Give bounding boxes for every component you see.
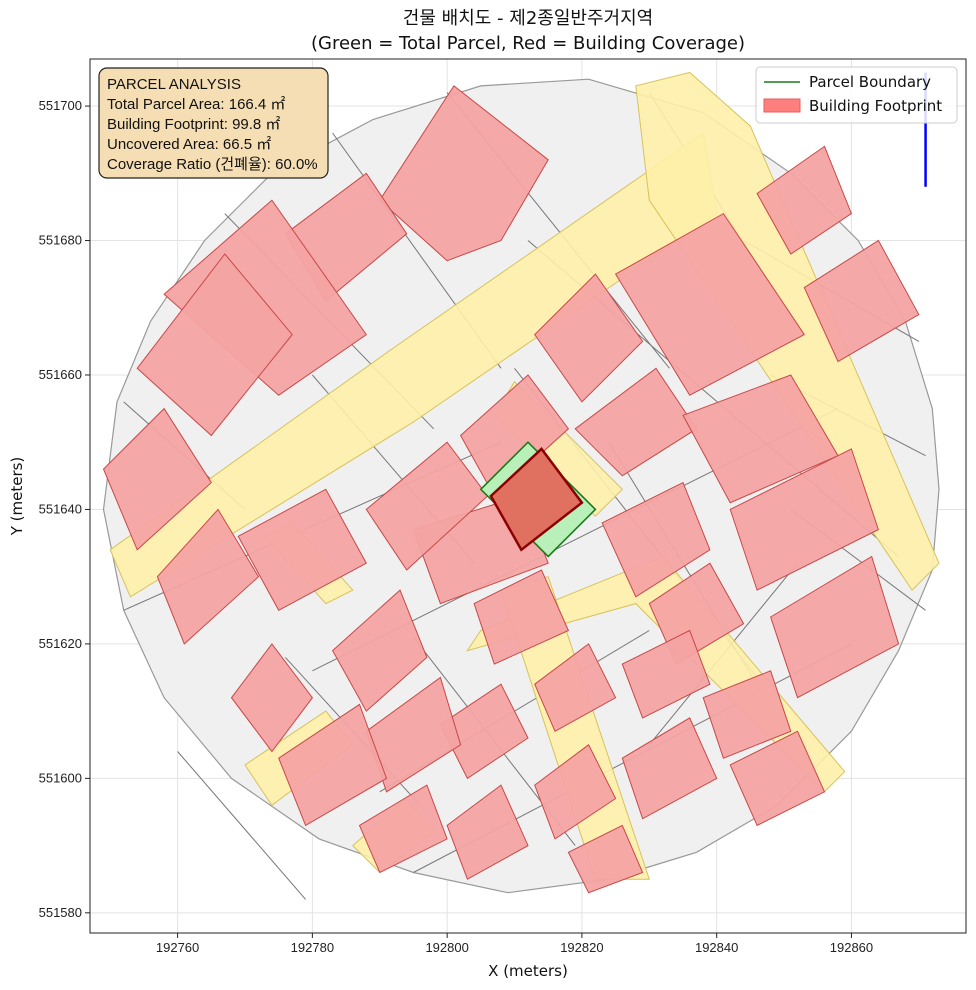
building-footprint xyxy=(230,643,314,753)
info-line-footprint: Building Footprint: 99.8 ㎡ xyxy=(107,116,280,133)
building-footprint xyxy=(358,784,448,874)
plot-area: 192760 192780 192800 192820 192840 192860 551… xyxy=(39,58,967,955)
building-footprint xyxy=(534,744,617,840)
building-footprint xyxy=(729,730,826,827)
x-axis: 192760 192780 192800 192820 192840 192860 xyxy=(156,933,873,955)
info-line-total-area: Total Parcel Area: 166.4 ㎡ xyxy=(107,96,285,113)
y-tick-label: 551600 xyxy=(39,770,82,785)
parcel-line xyxy=(177,751,306,900)
x-tick-label: 192800 xyxy=(425,940,468,955)
info-box-title: PARCEL ANALYSIS xyxy=(107,76,241,93)
map-layer xyxy=(102,71,940,900)
chart-title-line2: (Green = Total Parcel, Red = Building Co… xyxy=(311,33,745,54)
building-footprint xyxy=(156,508,260,645)
x-axis-label: X (meters) xyxy=(488,962,568,980)
x-tick-label: 192860 xyxy=(830,940,873,955)
legend-building-swatch xyxy=(763,98,801,113)
y-tick-label: 551700 xyxy=(39,98,82,113)
legend-parcel-label: Parcel Boundary xyxy=(809,73,931,91)
legend: Parcel Boundary Building Footprint xyxy=(755,66,958,124)
building-footprint xyxy=(729,448,880,591)
building-footprint xyxy=(803,239,920,363)
info-line-uncovered: Uncovered Area: 66.5 ㎡ xyxy=(107,136,271,153)
building-footprint xyxy=(534,643,617,733)
building-footprint xyxy=(136,253,293,437)
info-box: PARCEL ANALYSIS Total Parcel Area: 166.4… xyxy=(98,67,329,179)
y-axis: 551580 551600 551620 551640 551660 551680 5517… xyxy=(39,98,90,920)
building-footprint xyxy=(102,407,212,551)
building-footprint xyxy=(331,589,428,712)
plot-frame xyxy=(89,58,967,934)
target-building xyxy=(489,447,584,552)
building-footprint xyxy=(473,569,570,665)
building-footprint xyxy=(237,488,367,611)
legend-building-label: Building Footprint xyxy=(809,97,942,115)
building-footprint xyxy=(379,85,549,262)
x-tick-label: 192780 xyxy=(291,940,334,955)
building-footprint xyxy=(702,670,792,759)
x-tick-label: 192820 xyxy=(560,940,603,955)
building-footprint xyxy=(446,784,529,880)
y-tick-label: 551680 xyxy=(39,233,82,248)
info-box-background xyxy=(98,67,329,179)
info-line-coverage: Coverage Ratio (건폐율): 60.0% xyxy=(107,156,318,173)
x-tick-label: 192760 xyxy=(156,940,199,955)
y-axis-label: Y (meters) xyxy=(8,457,26,537)
building-footprint xyxy=(756,145,853,255)
y-tick-label: 551660 xyxy=(39,367,82,382)
building-footprint xyxy=(567,824,644,894)
legend-frame xyxy=(755,66,958,124)
building-footprint xyxy=(621,717,718,820)
y-tick-label: 551580 xyxy=(39,905,82,920)
building-footprint xyxy=(614,212,806,396)
y-tick-label: 551640 xyxy=(39,501,82,516)
y-tick-label: 551620 xyxy=(39,636,82,651)
building-footprint xyxy=(278,703,388,827)
building-footprint xyxy=(601,481,711,598)
chart-title-line1: 건물 배치도 - 제2종일반주거지역 xyxy=(403,8,653,29)
building-footprint xyxy=(439,683,529,780)
building-footprint xyxy=(459,374,570,497)
building-footprint xyxy=(769,555,900,699)
building-footprint xyxy=(621,629,711,719)
building-footprint xyxy=(534,273,644,403)
x-tick-label: 192840 xyxy=(695,940,738,955)
